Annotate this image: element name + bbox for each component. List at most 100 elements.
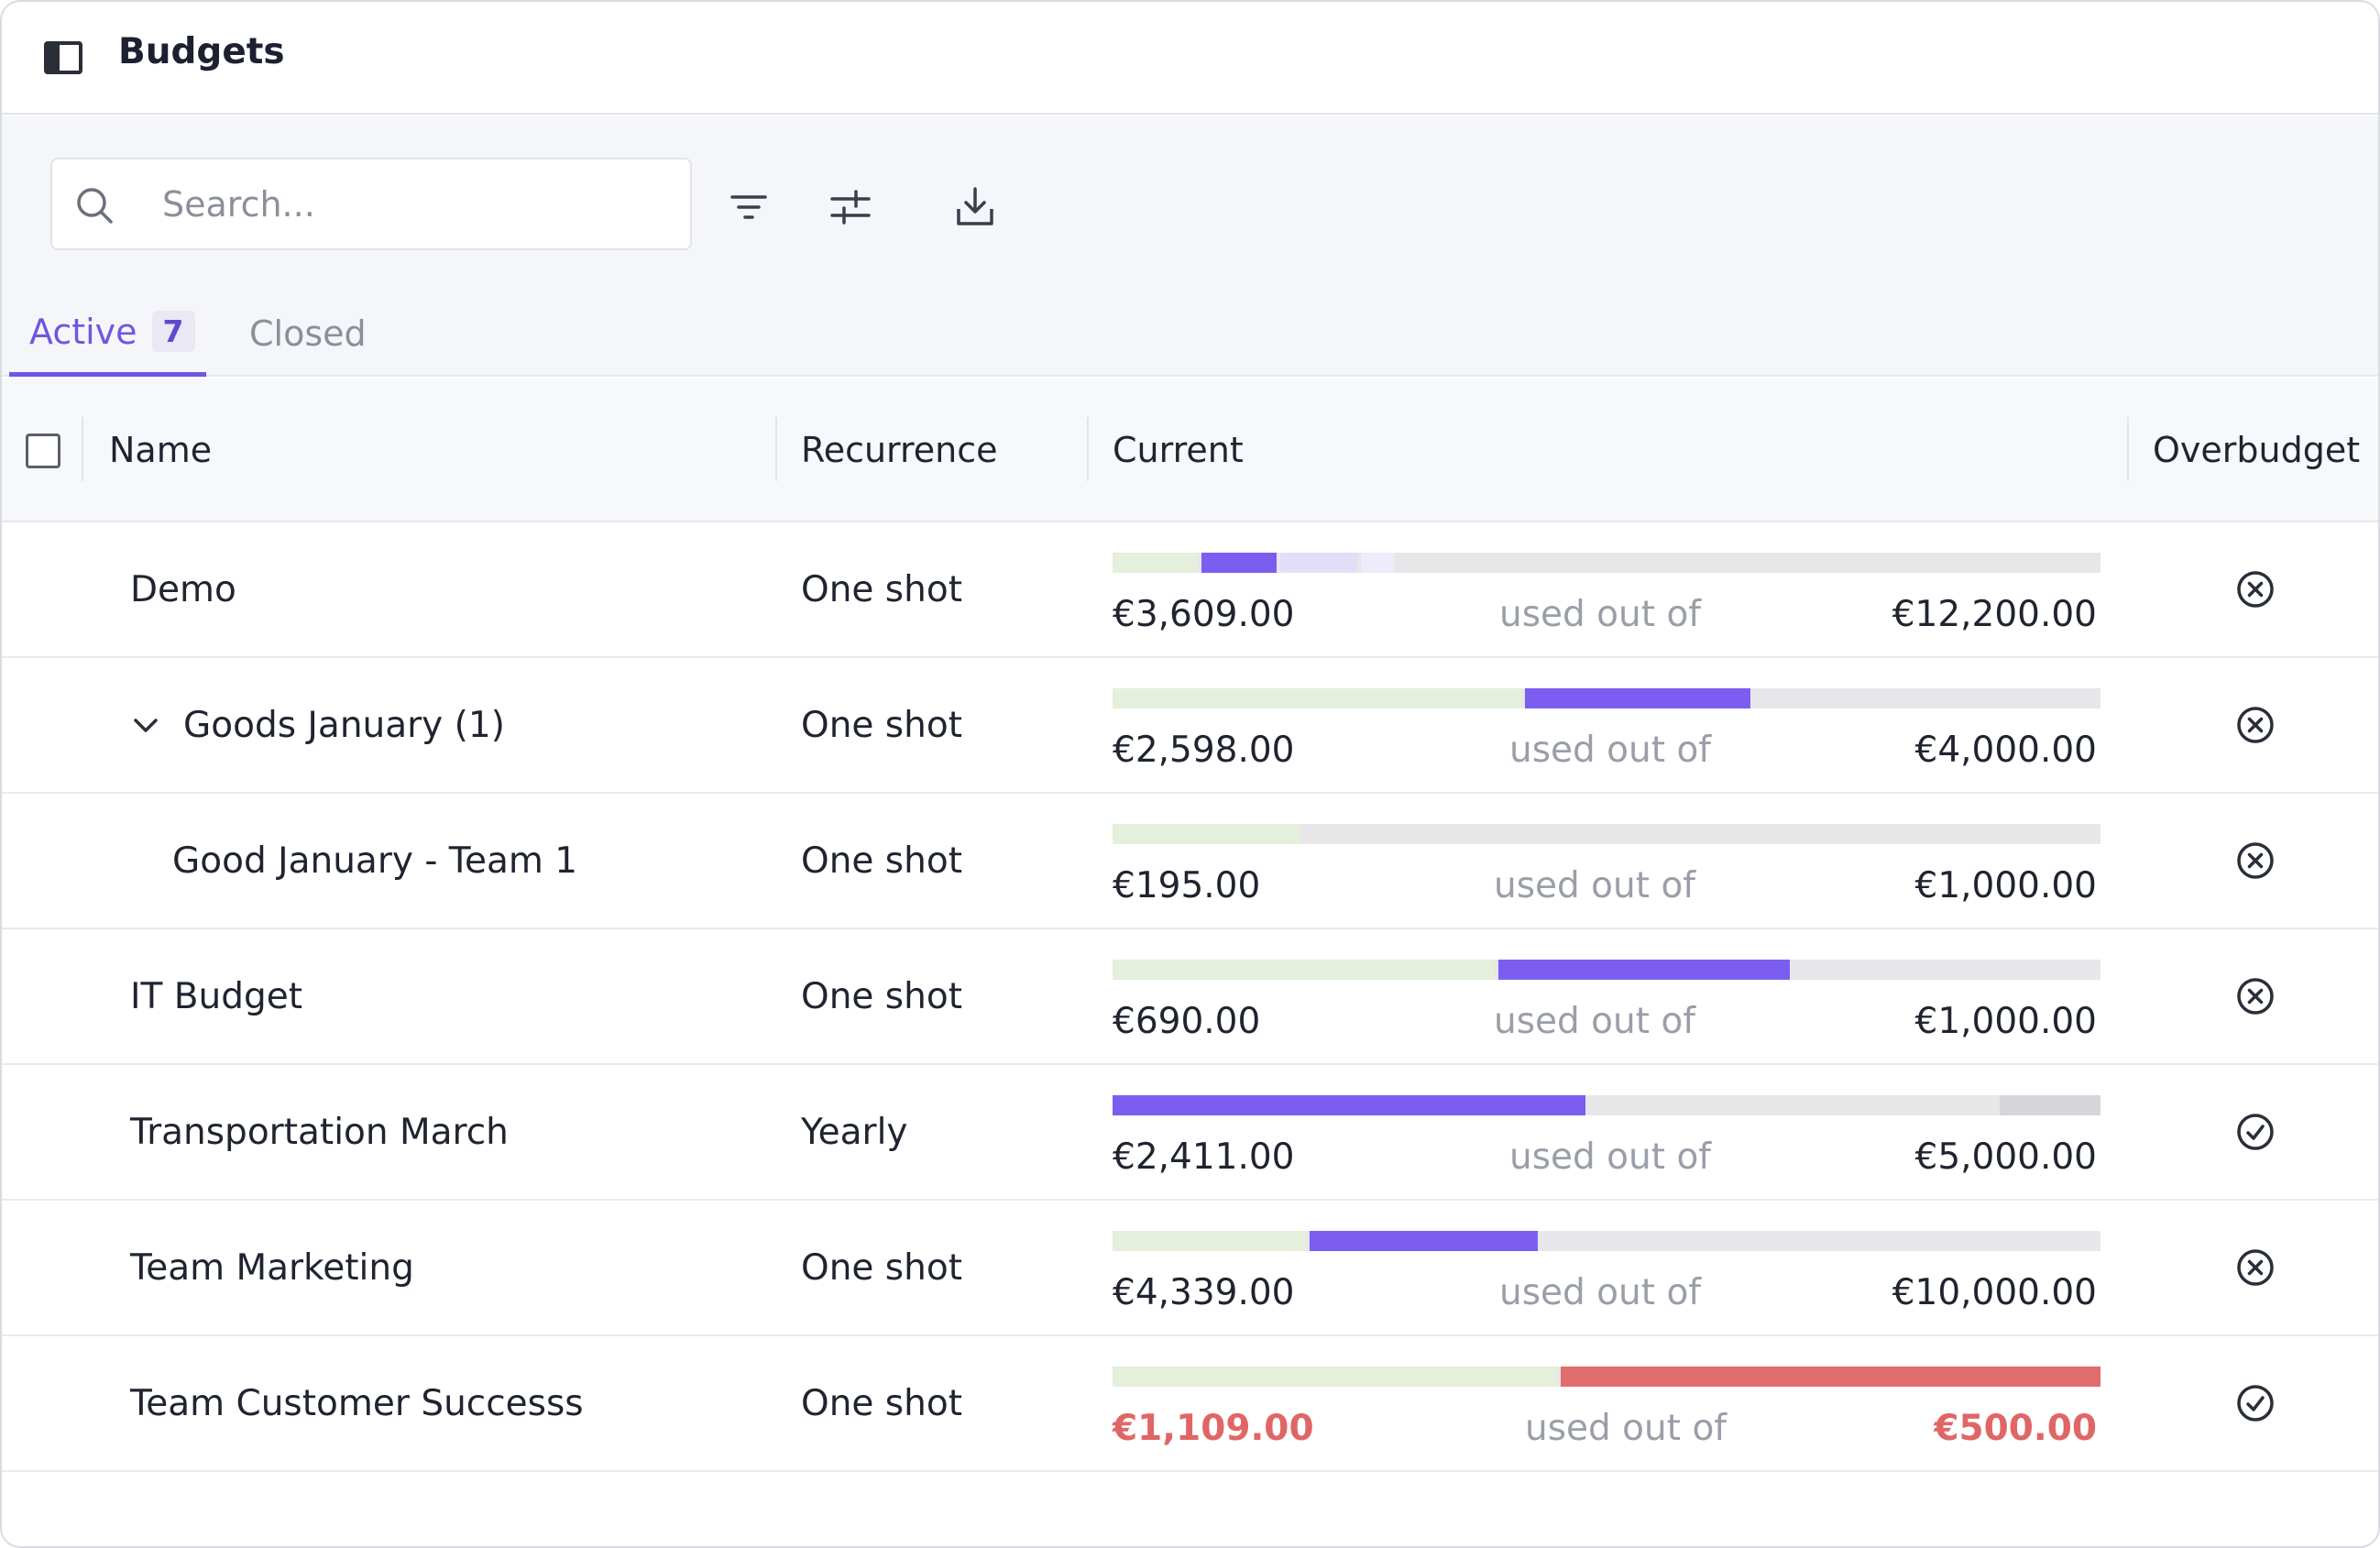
budget-progress-bar: [1113, 1095, 2100, 1115]
tab-closed[interactable]: Closed: [249, 291, 367, 377]
x-circle-icon: [2237, 1249, 2274, 1286]
check-circle-icon: [2237, 1114, 2274, 1150]
budget-name[interactable]: Team Customer Successs: [130, 1382, 584, 1424]
used-out-of-label: used out of: [1494, 1001, 1696, 1042]
x-circle-icon: [2237, 707, 2274, 743]
search-input[interactable]: [162, 178, 675, 231]
x-circle-icon: [2237, 842, 2274, 879]
filter-button[interactable]: [723, 181, 774, 233]
committed-segment: [1201, 553, 1277, 573]
budget-name[interactable]: IT Budget: [130, 975, 302, 1017]
spent-segment: [1113, 1231, 1306, 1251]
table-row[interactable]: Good January - Team 1 One shot €195.00 u…: [2, 794, 2378, 929]
amount-used: €4,339.00: [1113, 1272, 1295, 1313]
column-divider[interactable]: [2127, 417, 2129, 481]
remaining-segment: [1589, 1095, 1996, 1115]
budget-recurrence: One shot: [801, 568, 962, 610]
budget-progress-bar: [1113, 824, 2100, 844]
table-row[interactable]: Demo One shot €3,609.00 used out of €12,…: [2, 522, 2378, 658]
page-title: Budgets: [118, 31, 285, 72]
amount-used: €3,609.00: [1113, 594, 1295, 635]
remaining-segment: [1754, 688, 2100, 708]
table-row[interactable]: Transportation March Yearly €2,411.00 us…: [2, 1065, 2378, 1201]
budget-progress-bar: [1113, 1231, 2100, 1251]
budget-progress-bar: [1113, 688, 2100, 708]
pending-segment: [1280, 553, 1357, 573]
remaining-segment: [1541, 1231, 2100, 1251]
table-row[interactable]: Team Customer Successs One shot €1,109.0…: [2, 1336, 2378, 1472]
budget-name[interactable]: Goods January (1): [183, 704, 505, 746]
amount-total: €5,000.00: [1914, 1136, 2098, 1178]
amount-total: €12,200.00: [1892, 594, 2097, 635]
amount-total: €1,000.00: [1914, 865, 2098, 906]
table-row[interactable]: IT Budget One shot €690.00 used out of €…: [2, 929, 2378, 1065]
amount-used: €2,598.00: [1113, 730, 1295, 771]
overbudget-segment: [1561, 1367, 2100, 1387]
amount-total: €4,000.00: [1914, 730, 2098, 771]
reserved-segment: [2000, 1095, 2100, 1115]
column-divider[interactable]: [82, 417, 83, 481]
sliders-icon: [830, 190, 871, 225]
chevron-down-icon[interactable]: [130, 709, 161, 741]
budget-recurrence: One shot: [801, 840, 962, 882]
committed-segment: [1525, 688, 1750, 708]
check-circle-icon: [2237, 1385, 2274, 1422]
column-divider[interactable]: [1087, 417, 1089, 481]
amount-total: €1,000.00: [1914, 1001, 2098, 1042]
used-out-of-label: used out of: [1499, 594, 1702, 635]
download-icon: [957, 187, 993, 225]
search-box[interactable]: [50, 158, 692, 250]
adjust-columns-button[interactable]: [825, 181, 876, 233]
amount-used: €1,109.00: [1113, 1408, 1314, 1449]
column-header-name[interactable]: Name: [109, 429, 213, 470]
select-all-checkbox[interactable]: [26, 434, 60, 468]
amount-total: €10,000.00: [1892, 1272, 2097, 1313]
used-out-of-label: used out of: [1525, 1408, 1727, 1449]
budget-recurrence: One shot: [801, 1382, 962, 1424]
budget-progress-bar: [1113, 553, 2100, 573]
used-out-of-label: used out of: [1494, 865, 1696, 906]
tab-label: Closed: [249, 313, 367, 354]
download-button[interactable]: [949, 181, 1001, 233]
pending-segment: [1361, 553, 1394, 573]
table-row[interactable]: Team Marketing One shot €4,339.00 used o…: [2, 1201, 2378, 1336]
status-tabs: Active 7 Closed: [9, 291, 394, 377]
budget-recurrence: Yearly: [801, 1111, 908, 1153]
budget-name[interactable]: Good January - Team 1: [172, 840, 578, 882]
amount-used: €690.00: [1113, 1001, 1261, 1042]
budget-recurrence: One shot: [801, 704, 962, 746]
x-circle-icon: [2237, 978, 2274, 1015]
committed-segment: [1310, 1231, 1538, 1251]
committed-segment: [1498, 960, 1790, 980]
budget-name[interactable]: Transportation March: [130, 1111, 509, 1153]
amount-total: €500.00: [1934, 1408, 2097, 1449]
budget-name[interactable]: Team Marketing: [130, 1246, 414, 1289]
table-row[interactable]: Goods January (1) One shot €2,598.00 use…: [2, 658, 2378, 794]
column-divider[interactable]: [775, 417, 777, 481]
budget-recurrence: One shot: [801, 1246, 962, 1289]
column-header-current[interactable]: Current: [1113, 429, 1244, 470]
budget-progress-bar: [1113, 960, 2100, 980]
spent-segment: [1113, 960, 1495, 980]
sidebar-toggle-icon[interactable]: [44, 41, 82, 74]
spent-segment: [1113, 688, 1521, 708]
budget-name-group[interactable]: Goods January (1): [130, 658, 505, 792]
search-icon: [77, 188, 113, 224]
tab-count-badge: 7: [151, 311, 195, 352]
spent-segment: [1113, 824, 1300, 844]
tab-label: Active: [29, 311, 137, 352]
budget-name[interactable]: Demo: [130, 568, 236, 610]
spent-segment: [1113, 553, 1198, 573]
used-out-of-label: used out of: [1509, 730, 1712, 771]
tab-active[interactable]: Active 7: [9, 291, 206, 377]
filter-icon: [730, 195, 767, 219]
remaining-segment: [1304, 824, 2100, 844]
column-header-overbudget[interactable]: Overbudget: [2153, 429, 2361, 470]
x-circle-icon: [2237, 571, 2274, 608]
committed-segment: [1113, 1095, 1585, 1115]
table-header: Name Recurrence Current Overbudget: [2, 379, 2378, 522]
column-header-recurrence[interactable]: Recurrence: [801, 429, 998, 470]
remaining-segment: [1398, 553, 2100, 573]
remaining-segment: [1793, 960, 2100, 980]
